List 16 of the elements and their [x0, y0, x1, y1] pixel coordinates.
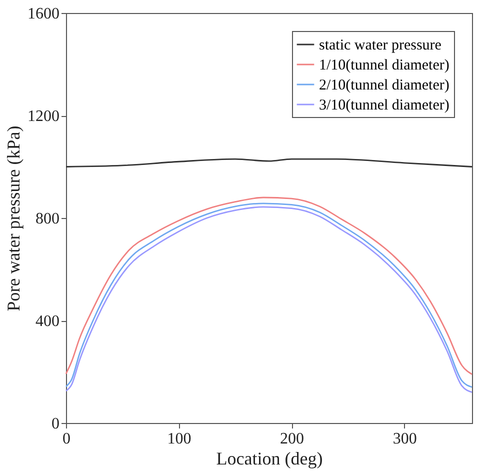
legend-label: 2/10(tunnel diameter) — [319, 78, 450, 94]
y-tick-label: 0 — [52, 416, 60, 432]
legend-label: 3/10(tunnel diameter) — [319, 98, 450, 114]
x-tick-label: 100 — [167, 430, 192, 448]
x-axis-title: Location (deg) — [216, 448, 323, 468]
legend-label: static water pressure — [319, 38, 442, 54]
y-tick-label: 800 — [36, 210, 60, 228]
y-tick-label: 400 — [36, 313, 60, 330]
y-tick-label: 1200 — [28, 108, 60, 125]
x-tick-label: 300 — [392, 430, 417, 448]
line-series — [65, 158, 473, 168]
legend-label: 1/10(tunnel diameter) — [319, 58, 450, 74]
x-tick-label: 0 — [62, 430, 70, 448]
x-tick-label: 200 — [280, 430, 304, 448]
y-tick-label: 1600 — [28, 6, 60, 22]
y-axis-title: Pore water pressure (kPa) — [4, 126, 24, 312]
